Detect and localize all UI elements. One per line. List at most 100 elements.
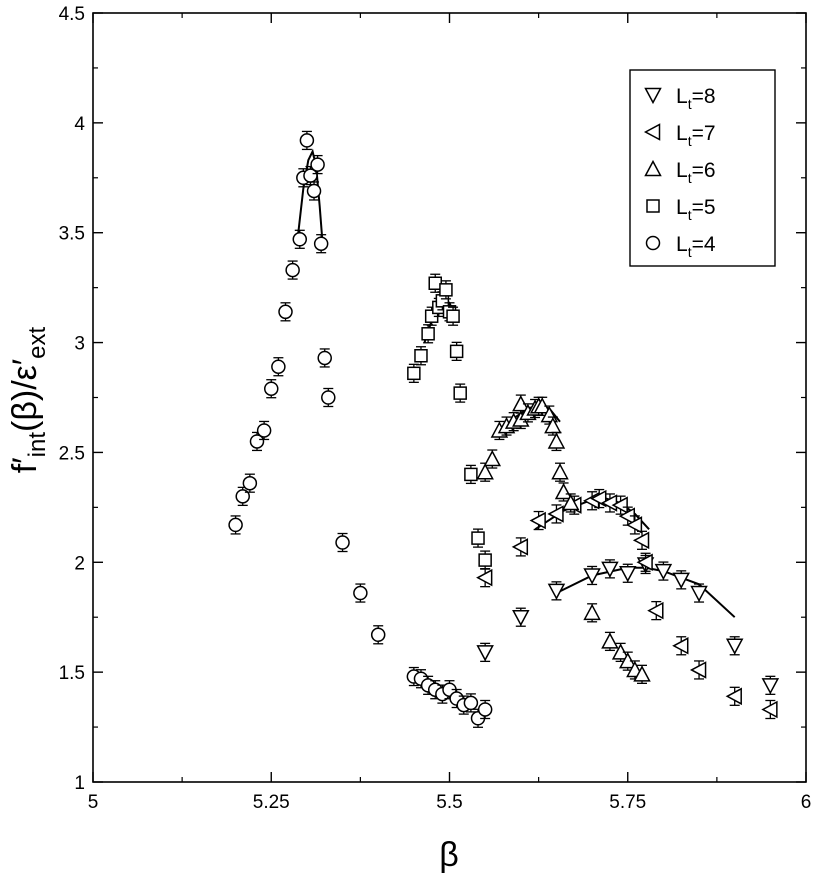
data-point xyxy=(761,700,778,719)
legend-marker-3 xyxy=(646,199,660,213)
data-point xyxy=(449,344,464,359)
data-point xyxy=(654,563,673,581)
data-point xyxy=(690,585,708,603)
data-point xyxy=(317,350,332,366)
data-point xyxy=(407,366,421,381)
data-point xyxy=(463,695,479,711)
data-point xyxy=(414,349,428,363)
x-tick-label-1: 5.25 xyxy=(253,792,290,813)
data-point xyxy=(672,572,690,589)
data-point xyxy=(632,531,650,550)
legend-label-3: Lt=5 xyxy=(676,196,716,223)
data-point xyxy=(601,561,619,578)
data-point xyxy=(439,283,453,297)
data-point xyxy=(672,637,689,655)
data-point xyxy=(335,535,350,550)
legend-label-1: Lt=7 xyxy=(676,122,716,149)
data-point xyxy=(271,359,286,374)
data-point xyxy=(618,566,637,583)
legend: Lt=8 Lt=7 Lt=6 Lt=5 Lt=4 xyxy=(629,69,776,267)
data-point xyxy=(761,678,780,695)
x-tick-label-4: 6 xyxy=(801,792,812,813)
data-point xyxy=(471,531,485,545)
data-point xyxy=(647,601,664,620)
legend-marker-2 xyxy=(644,159,662,177)
y-tick-label-4: 3 xyxy=(74,334,85,355)
x-axis-title: β xyxy=(439,836,459,874)
data-point xyxy=(453,386,467,400)
data-point xyxy=(725,687,742,706)
data-point xyxy=(561,493,580,511)
y-tick-label-0: 1 xyxy=(74,773,85,794)
data-point xyxy=(476,645,494,662)
legend-marker-1 xyxy=(643,123,661,141)
legend-marker-4 xyxy=(645,235,661,251)
legend-box xyxy=(629,69,776,267)
legend-label-2: Lt=6 xyxy=(676,159,716,186)
data-point xyxy=(512,609,530,627)
data-point xyxy=(483,449,502,467)
x-tick-label-3: 5.75 xyxy=(609,792,646,813)
data-point xyxy=(370,627,386,643)
data-point xyxy=(636,553,653,572)
data-point xyxy=(477,702,493,717)
data-point xyxy=(554,482,573,500)
legend-entries: Lt=8 Lt=7 Lt=6 Lt=5 Lt=4 xyxy=(643,85,716,260)
data-point xyxy=(476,463,494,480)
data-point xyxy=(583,603,601,621)
data-point xyxy=(264,381,279,396)
data-point xyxy=(529,511,546,530)
y-axis-title: f′int(β)/ε′ext xyxy=(6,326,51,473)
data-point xyxy=(476,568,493,587)
legend-label-0: Lt=8 xyxy=(676,85,716,112)
y-tick-label-7: 4.5 xyxy=(59,4,85,25)
data-point xyxy=(235,489,250,504)
data-point xyxy=(310,157,325,172)
fit-curve-4 xyxy=(297,148,324,244)
data-point xyxy=(633,665,651,682)
y-axis-title-main: f′ xyxy=(6,457,44,473)
data-point xyxy=(625,516,643,534)
data-point xyxy=(464,467,478,482)
y-tick-label-6: 4 xyxy=(74,114,85,135)
data-points xyxy=(228,130,780,728)
data-point xyxy=(306,183,322,199)
data-point xyxy=(353,585,368,601)
y-tick-label-2: 2 xyxy=(74,553,85,574)
data-point xyxy=(313,236,329,251)
data-point xyxy=(446,309,460,323)
data-point xyxy=(511,538,529,556)
data-point xyxy=(547,432,566,449)
data-point xyxy=(285,262,300,278)
legend-label-4: Lt=4 xyxy=(676,233,716,260)
x-tick-label-2: 5.5 xyxy=(436,792,462,813)
y-tick-label-1: 1.5 xyxy=(59,663,85,684)
data-point xyxy=(242,475,258,491)
data-point xyxy=(689,661,707,679)
data-point xyxy=(551,463,569,480)
data-point xyxy=(547,583,566,600)
data-point xyxy=(292,232,308,247)
legend-marker-0 xyxy=(644,87,662,105)
x-tick-label-0: 5 xyxy=(88,792,99,813)
data-point xyxy=(299,133,315,148)
y-axis-title-sub: int xyxy=(24,432,51,458)
data-point xyxy=(601,632,619,649)
y-tick-label-5: 3.5 xyxy=(59,224,85,245)
fit-curve-0 xyxy=(556,566,736,618)
y-axis-title-mid: (β)/ε′ xyxy=(6,359,44,432)
data-point xyxy=(249,434,265,449)
data-point xyxy=(278,304,293,320)
data-point xyxy=(725,638,744,655)
y-axis-ticks: 1 1.5 2 2.5 3 3.5 4 4.5 xyxy=(59,4,806,794)
data-point xyxy=(321,390,336,405)
data-point xyxy=(228,517,243,533)
data-point xyxy=(611,496,628,514)
data-point xyxy=(421,327,435,341)
data-point xyxy=(256,423,272,438)
data-point xyxy=(547,505,564,523)
data-point xyxy=(583,568,601,585)
y-axis-title-sub2: ext xyxy=(24,326,51,358)
